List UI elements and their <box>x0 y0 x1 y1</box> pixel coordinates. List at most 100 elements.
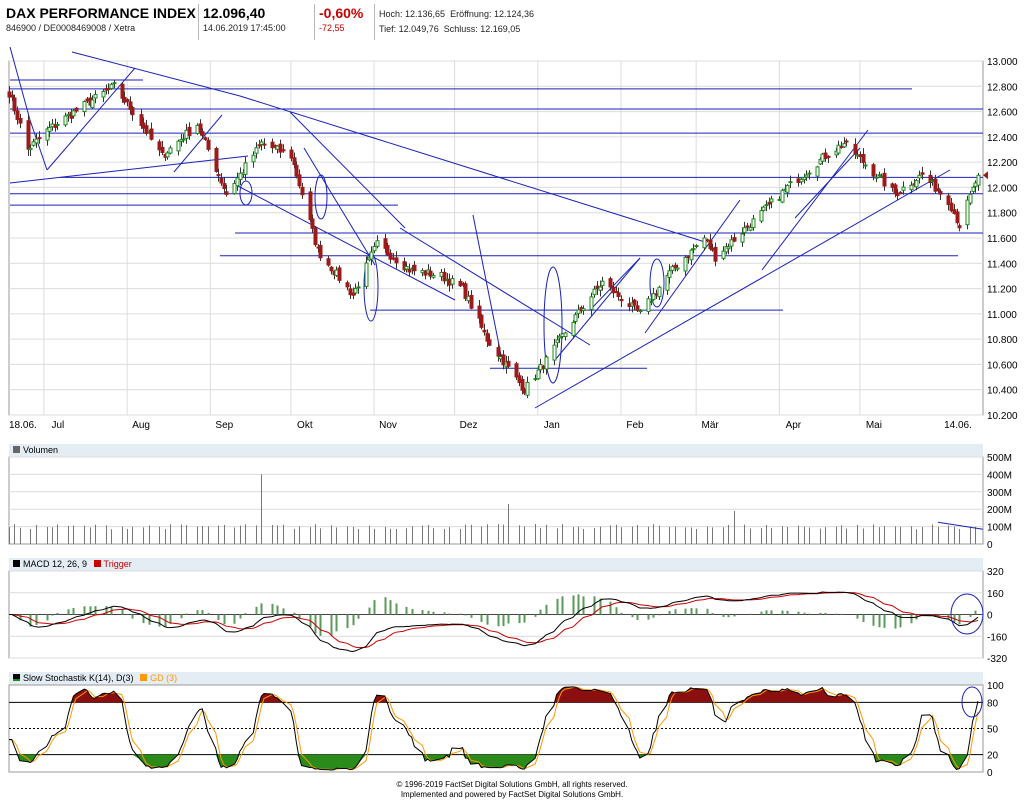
trendline <box>303 147 376 266</box>
price-datetime: 14.06.2019 17:45:00 <box>203 23 286 33</box>
highlight-ellipse <box>239 180 253 206</box>
candle-down <box>294 164 299 177</box>
time-axis-label: Jul <box>51 420 64 431</box>
close-value: Schluss: 12.169,05 <box>443 24 521 34</box>
candle-up <box>965 199 970 226</box>
candle-down <box>216 174 221 177</box>
candle-up <box>28 147 33 151</box>
candle-up <box>799 178 804 183</box>
candle-down <box>893 184 898 195</box>
trendline <box>534 169 951 409</box>
candle-up <box>581 308 586 311</box>
candle-up <box>536 369 541 380</box>
highlight-ellipse <box>314 174 328 220</box>
candle-down <box>514 363 519 378</box>
macd-legend-label: MACD 12, 26, 9 <box>23 559 88 569</box>
candle-down <box>224 191 229 195</box>
candle-up <box>63 115 68 126</box>
candle-up <box>101 91 106 98</box>
high-value: Hoch: 12.136,65 <box>379 9 446 19</box>
candle-up <box>238 172 243 180</box>
candle-up <box>82 101 87 113</box>
candle-down <box>297 174 302 187</box>
candle-up <box>807 172 812 175</box>
candle-down <box>412 264 417 272</box>
candle-down <box>206 139 211 150</box>
candle-up <box>544 356 549 370</box>
trigger-line <box>9 592 979 649</box>
candle-up <box>802 177 807 181</box>
candle-down <box>157 141 162 151</box>
macd-axis-label: -320 <box>987 654 1007 665</box>
time-axis-label: Sep <box>215 420 233 431</box>
candle-up <box>34 138 39 144</box>
candle-up <box>901 186 906 191</box>
candle-up <box>356 286 361 289</box>
stoch-legend-label: Slow Stochastik K(14), D(3) <box>23 673 134 683</box>
instrument-subtitle: 846900 / DE0008469008 / Xetra <box>6 23 136 33</box>
stoch-axis-label: 0 <box>987 768 993 779</box>
open-value: Eröffnung: 12.124,36 <box>450 9 534 19</box>
candle-down <box>407 268 412 273</box>
candle-up <box>764 204 769 207</box>
candle-up <box>769 198 774 203</box>
candle-up <box>804 174 809 178</box>
trendline <box>289 111 406 229</box>
trendline <box>644 199 741 334</box>
candle-down <box>345 282 350 288</box>
candle-down <box>955 211 960 224</box>
candle-up <box>557 335 562 339</box>
candle-down <box>10 94 15 98</box>
candle-up <box>721 250 726 259</box>
candle-down <box>310 218 315 229</box>
volume-axis-label: 500M <box>987 453 1012 464</box>
candle-down <box>506 360 511 367</box>
candle-up <box>726 246 731 250</box>
candle-down <box>120 83 125 99</box>
volume-axis-label: 0 <box>987 540 993 551</box>
candle-up <box>788 181 793 184</box>
price-cell: 12.096,40 14.06.2019 17:45:00 <box>198 4 311 40</box>
candle-down <box>482 329 487 333</box>
candle-up <box>638 310 643 313</box>
candle-up <box>243 162 248 175</box>
candle-up <box>251 154 256 163</box>
time-axis-label: 14.06. <box>944 420 972 431</box>
candle-down <box>853 143 858 155</box>
trendline <box>794 147 861 219</box>
trendline <box>589 257 641 311</box>
stoch-panel-label: Slow Stochastik K(14), D(3) GD (3) <box>9 672 983 685</box>
candle-up <box>431 274 436 278</box>
candle-down <box>160 146 165 153</box>
candle-up <box>93 94 98 99</box>
candle-up <box>168 147 173 154</box>
price-axis-label: 11.800 <box>987 209 1017 220</box>
candle-down <box>337 267 342 281</box>
stoch-axis-label: 50 <box>987 725 999 736</box>
candle-up <box>109 83 114 89</box>
candle-up <box>683 256 688 272</box>
candle-down <box>745 225 750 228</box>
candle-up <box>646 298 651 312</box>
price-axis-label: 10.600 <box>987 360 1018 371</box>
candle-down <box>385 244 390 256</box>
candle-down <box>326 258 331 266</box>
ohlc-cell: Hoch: 12.136,65 Eröffnung: 12.124,36 Tie… <box>374 4 679 40</box>
candle-up <box>759 210 764 222</box>
candle-up <box>748 227 753 231</box>
candle-down <box>348 288 353 296</box>
instrument-title: DAX PERFORMANCE INDEX <box>6 5 196 21</box>
candle-down <box>708 239 713 250</box>
macd-axis-label: -160 <box>987 632 1007 643</box>
dax-chart: 13.000 12.800 12.600 12.400 12.200 12.000 11.8… <box>7 46 1018 779</box>
price-axis-label: 10.800 <box>987 335 1018 346</box>
stoch-k-line <box>8 686 979 771</box>
candle-up <box>657 286 662 298</box>
candle-up <box>836 144 841 154</box>
time-axis-label: Mai <box>866 420 882 431</box>
candle-up <box>785 184 790 193</box>
candle-down <box>262 143 267 146</box>
trendline <box>761 129 869 271</box>
candle-up <box>694 245 699 248</box>
stoch-oversold-fill <box>9 754 978 770</box>
